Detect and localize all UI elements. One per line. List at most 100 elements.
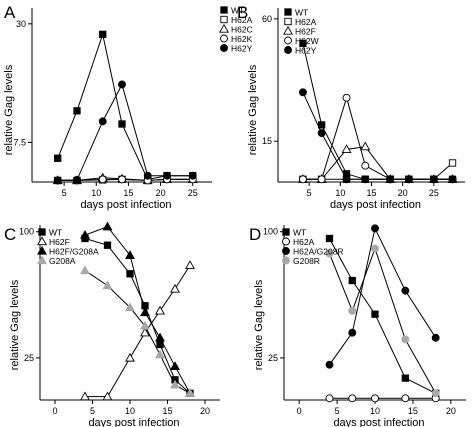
y-axis-label: relative Gag levels <box>3 64 15 155</box>
data-point-h62a-g208r <box>348 328 357 337</box>
data-point-h62a <box>401 394 410 403</box>
panel-b: B 5 10 15 20 25 15 60 days post infection relativ… <box>237 3 465 211</box>
data-point-wt <box>317 121 326 129</box>
x-tick-label: 20 <box>156 188 166 198</box>
legend-label: H62A <box>293 237 315 247</box>
x-tick-label: 5 <box>307 188 312 198</box>
data-point-h62a-g208r <box>431 333 440 342</box>
legend-label: WT <box>49 228 62 238</box>
data-point-g208r <box>371 244 379 253</box>
x-tick-label: 10 <box>370 406 380 416</box>
legend-label: H62Y <box>231 44 253 54</box>
data-point-h62f-g208a <box>155 332 165 342</box>
data-point-h62y <box>317 129 326 138</box>
data-point-g208a <box>125 302 135 312</box>
x-tick-label: 25 <box>429 188 439 198</box>
y-axis-label: relative Gag levels <box>247 64 259 155</box>
data-point-h62f <box>140 327 150 337</box>
x-tick-label: 15 <box>366 188 376 198</box>
x-tick-label: 15 <box>408 406 418 416</box>
data-point-g208r <box>325 249 334 258</box>
data-point-h62f-g208a <box>125 250 135 259</box>
legend-label: H62F <box>49 237 70 247</box>
legend-marker <box>220 34 228 43</box>
x-axis-label: days post infection <box>80 199 171 211</box>
legend-marker <box>220 15 228 24</box>
legend-marker <box>282 228 290 236</box>
x-tick-label: 25 <box>188 188 198 198</box>
data-point-g208r <box>348 306 357 315</box>
panel-d: D 0 5 10 15 20 25 100 days post infection relativ… <box>249 224 466 427</box>
panel-letter: D <box>249 225 261 244</box>
data-point-h62f <box>185 260 195 270</box>
x-tick-label: 0 <box>297 406 302 416</box>
data-point-g208a <box>102 280 113 290</box>
data-point-h62y <box>73 175 81 184</box>
data-point-g208a <box>155 349 165 359</box>
legend-marker <box>282 256 290 265</box>
series-line-h62w <box>302 95 453 180</box>
data-point-h62a <box>448 159 457 167</box>
legend-marker <box>283 25 293 35</box>
series-line-h62f <box>302 146 453 180</box>
x-tick-label: 10 <box>125 406 135 416</box>
y-tick-label: 60 <box>262 14 272 24</box>
data-point-wt <box>371 310 379 318</box>
legend-marker <box>284 8 292 16</box>
x-tick-label: 5 <box>335 406 340 416</box>
data-point-h62w <box>342 93 351 102</box>
data-point-h62y <box>163 171 171 180</box>
y-tick-label: 100 <box>263 227 278 237</box>
y-tick-label: 25 <box>24 353 34 363</box>
panel-letter: A <box>4 3 16 22</box>
series-line-wt <box>84 238 191 394</box>
x-tick-label: 10 <box>91 188 101 198</box>
data-point-h62y <box>361 175 370 184</box>
y-axis-label: relative Gag levels <box>9 279 21 370</box>
data-point-wt <box>54 154 62 162</box>
data-point-h62f <box>341 144 352 154</box>
x-tick-label: 5 <box>62 188 67 198</box>
data-point-h62f-g208a <box>140 307 150 317</box>
x-axis-label: days post infection <box>330 199 421 211</box>
legend-marker <box>219 23 229 33</box>
x-tick-label: 20 <box>446 406 456 416</box>
data-point-h62y <box>98 117 107 126</box>
legend-marker <box>37 255 47 265</box>
panel-c: C 0 5 10 15 20 25 100 days post infection relativ… <box>4 221 220 427</box>
legend-label: H62Y <box>295 46 317 56</box>
data-point-h62f-g208a <box>170 361 180 370</box>
data-point-wt <box>299 39 307 47</box>
data-point-wt <box>126 270 134 278</box>
data-point-h62a <box>371 394 379 403</box>
legend-label: H62K <box>231 34 253 44</box>
x-tick-label: 20 <box>398 188 408 198</box>
legend-marker <box>284 36 292 45</box>
data-point-h62f <box>102 391 113 401</box>
data-point-h62k <box>118 175 126 184</box>
data-point-h62k <box>98 175 107 184</box>
data-point-h62a-g208r <box>325 360 334 369</box>
y-tick-label: 7.5 <box>13 137 26 147</box>
data-point-h62w <box>361 161 370 170</box>
legend-label: WT <box>295 8 308 18</box>
series-line-wt <box>329 238 436 394</box>
data-point-h62w <box>317 175 326 184</box>
series-line-h62a-g208r <box>329 226 437 365</box>
legend-label: G208R <box>293 256 320 266</box>
x-tick-label: 5 <box>90 406 95 416</box>
series-line-wt <box>57 32 193 180</box>
data-point-h62f-g208a <box>80 229 90 239</box>
data-point-g208a <box>185 388 195 397</box>
legend-label: WT <box>231 6 244 16</box>
data-point-wt <box>118 120 126 128</box>
data-point-wt <box>325 234 334 243</box>
y-tick-label: 100 <box>19 227 34 237</box>
data-point-h62f <box>125 352 135 362</box>
y-tick-label: 15 <box>262 136 272 146</box>
data-point-h62y <box>448 175 457 184</box>
